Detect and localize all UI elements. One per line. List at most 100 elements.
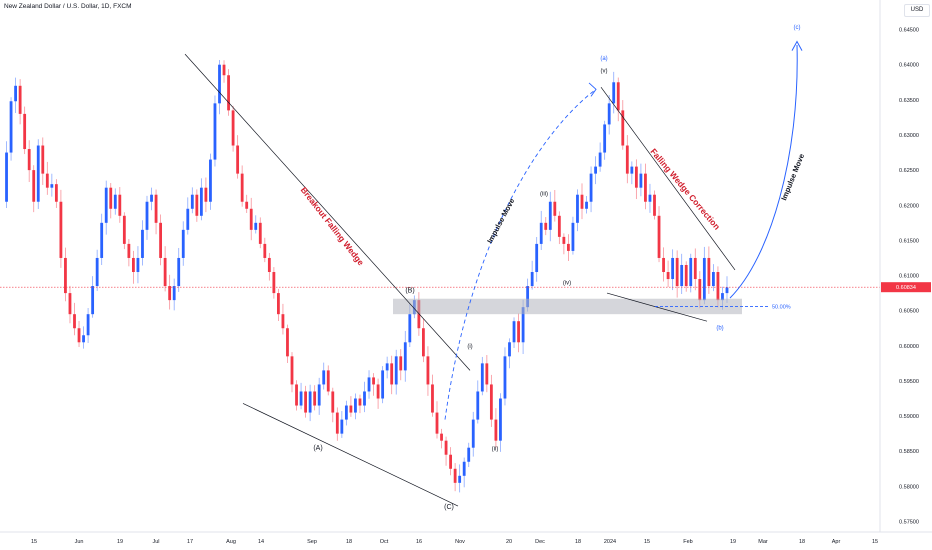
- projection-arc: [729, 45, 798, 299]
- candle-body: [354, 398, 357, 413]
- candle-body: [521, 307, 525, 343]
- time-tick-label: 19: [730, 539, 736, 545]
- candle-body: [508, 342, 511, 357]
- candle-body: [693, 257, 697, 280]
- candle-body: [671, 257, 675, 280]
- candle-body: [335, 412, 339, 434]
- candle-body: [9, 101, 13, 153]
- price-tick-label: 0.63000: [899, 133, 919, 139]
- time-tick-label: 15: [644, 539, 650, 545]
- wedge-trendline: [606, 292, 708, 322]
- candle-body: [122, 215, 126, 244]
- candle-body: [367, 377, 371, 392]
- candle-body: [218, 64, 221, 104]
- time-tick-label: 19: [117, 539, 123, 545]
- candle-body: [557, 215, 561, 237]
- candle-body: [494, 419, 498, 441]
- candle-body: [132, 257, 135, 273]
- candle-body: [485, 363, 489, 385]
- candle-body: [431, 384, 434, 413]
- candle-body: [684, 264, 688, 287]
- candle-body: [263, 243, 267, 258]
- price-tick-label: 0.61000: [899, 274, 919, 280]
- candle-body: [109, 187, 113, 209]
- candle-body: [204, 187, 208, 202]
- candle-body: [118, 194, 122, 216]
- wedge-trendline: [600, 86, 736, 271]
- trendlines-layer: [0, 40, 880, 507]
- currency-button[interactable]: USD: [904, 4, 930, 17]
- price-tick-label: 0.64500: [899, 28, 919, 34]
- candle-body: [698, 279, 702, 301]
- candle-body: [585, 201, 588, 209]
- candle-body: [476, 391, 480, 420]
- time-tick-label: 17: [187, 539, 193, 545]
- candle-body: [571, 222, 575, 251]
- price-tick-label: 0.62000: [899, 203, 919, 209]
- candle-body: [77, 328, 81, 343]
- candle-body: [154, 194, 158, 223]
- candle-body: [544, 222, 548, 230]
- candle-body: [145, 201, 149, 230]
- candle-body: [313, 391, 317, 406]
- wave-label: (i): [467, 344, 472, 350]
- candle-body: [644, 173, 647, 202]
- candle-body: [435, 412, 439, 434]
- candle-body: [399, 356, 403, 371]
- candle-body: [480, 363, 484, 392]
- candle-body: [376, 384, 380, 399]
- candle-body: [227, 75, 230, 111]
- pattern-annotation: Impulse Move: [779, 152, 806, 201]
- candle-body: [340, 419, 344, 434]
- time-tick-label: Jun: [75, 539, 84, 545]
- labels-layer: 50.00% (A) (B) (C) (i) (ii) (iii) (iv) (v) (a) (b)…: [299, 25, 806, 511]
- time-tick-label: Feb: [683, 539, 692, 545]
- time-tick-label: Dec: [535, 539, 545, 545]
- wave-label: (A): [313, 445, 322, 452]
- candle-body: [535, 243, 539, 273]
- candle-body: [267, 257, 271, 273]
- candle-body: [258, 222, 262, 244]
- candle-body: [621, 110, 625, 146]
- candle-body: [326, 370, 330, 392]
- candle-body: [172, 286, 176, 301]
- time-tick-label: 15: [872, 539, 878, 545]
- candle-body: [625, 145, 629, 174]
- wedge-trendline: [184, 53, 471, 371]
- wave-label: (ii): [492, 447, 499, 453]
- candle-body: [666, 272, 670, 280]
- candle-body: [141, 229, 144, 258]
- candle-body: [304, 391, 307, 413]
- last-price-label: 0.60834: [896, 285, 916, 291]
- candle-body: [576, 194, 579, 223]
- wave-label: (c): [794, 25, 801, 31]
- price-tick-label: 0.57500: [899, 519, 919, 525]
- price-tick-label: 0.61500: [899, 238, 919, 244]
- candle-body: [598, 152, 602, 167]
- candle-body: [190, 194, 194, 209]
- projection-arrowhead: [791, 40, 803, 51]
- candle-body: [634, 166, 638, 188]
- candle-body: [512, 321, 516, 343]
- candle-body: [159, 222, 162, 258]
- candle-body: [548, 201, 552, 230]
- candle-body: [231, 110, 235, 146]
- candle-body: [136, 257, 140, 273]
- candle-body: [249, 208, 253, 230]
- time-tick-label: 15: [31, 539, 37, 545]
- impulse-dashed-arrowhead: [588, 82, 597, 97]
- candle-body: [689, 257, 693, 287]
- time-tick-label: 2024: [604, 539, 616, 545]
- candles-layer: [5, 59, 729, 493]
- wave-label: (iv): [563, 281, 571, 287]
- candle-body: [503, 356, 507, 399]
- price-tick-label: 0.58000: [899, 484, 919, 490]
- candle-body: [254, 222, 258, 230]
- candle-body: [607, 103, 611, 125]
- candle-body: [317, 384, 321, 406]
- candle-body: [517, 321, 520, 343]
- candle-body: [36, 145, 40, 202]
- candle-body: [385, 363, 389, 371]
